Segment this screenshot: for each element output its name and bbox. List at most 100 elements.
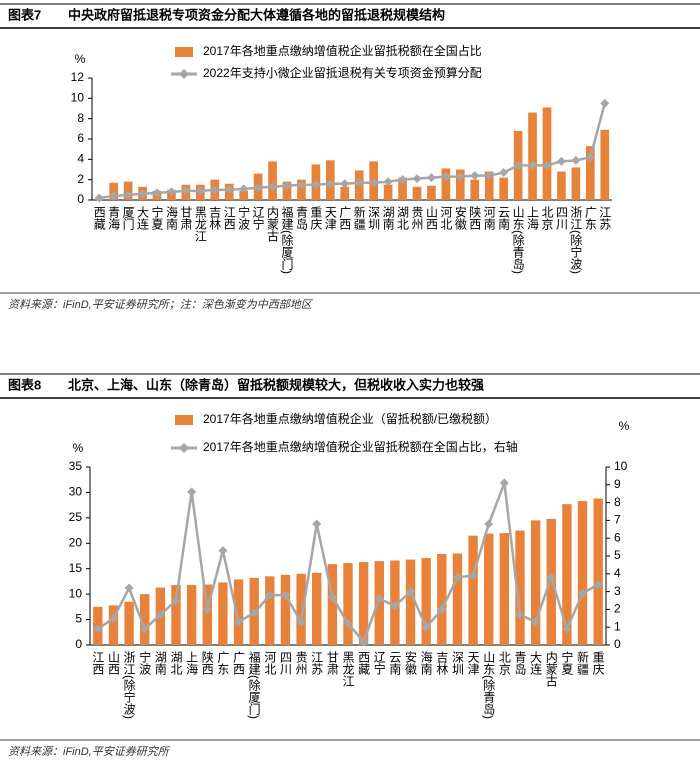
marker xyxy=(578,588,588,598)
x-tick-label: 湖北 xyxy=(169,650,183,676)
bar xyxy=(427,185,436,200)
marker xyxy=(531,617,541,627)
bar xyxy=(542,107,552,200)
x-tick-label: 新疆 xyxy=(352,205,366,230)
x-tick-label: 辽宁 xyxy=(372,651,386,675)
x-tick-label: 上海 xyxy=(185,651,199,675)
bar xyxy=(600,129,610,200)
bar xyxy=(484,171,494,200)
y-tick-label: 2 xyxy=(77,172,84,186)
y-tick-label: 10 xyxy=(71,91,85,105)
marker xyxy=(123,190,133,200)
chart-title: 北京、上海、山东（除青岛）留抵税额规模较大，但税收收入实力也较强 xyxy=(68,377,484,392)
legend-label: 2017年各地重点缴纳增值税企业留抵税额在全国占比 xyxy=(203,43,482,58)
marker xyxy=(239,184,249,194)
x-tick-label: 江西 xyxy=(91,651,105,675)
figure-label: 图表8 xyxy=(8,377,41,392)
marker xyxy=(218,546,228,556)
marker xyxy=(441,172,451,182)
x-tick-label: 北京 xyxy=(540,206,554,231)
y-axis-label: % xyxy=(73,441,84,455)
x-tick-label: 江西 xyxy=(222,206,236,230)
bar xyxy=(233,579,244,645)
bar xyxy=(140,594,150,645)
legend-label: 2017年各地重点缴纳增值税企业（留抵税额/已缴税额） xyxy=(203,411,497,426)
bar xyxy=(546,518,556,645)
bar xyxy=(405,559,416,645)
bar xyxy=(282,181,292,200)
legend-swatch xyxy=(175,415,193,425)
x-tick-label: 山西 xyxy=(424,206,438,230)
bar xyxy=(171,584,181,645)
y2-tick-label: 0 xyxy=(614,637,621,651)
marker xyxy=(93,624,103,634)
bar xyxy=(571,167,581,200)
marker xyxy=(140,624,150,634)
x-tick-label: 宁夏 xyxy=(150,205,164,230)
marker xyxy=(108,613,118,623)
x-tick-label: 大连 xyxy=(136,206,150,231)
marker xyxy=(468,571,478,581)
bar xyxy=(239,190,248,200)
bar xyxy=(186,584,197,645)
bar xyxy=(530,520,541,645)
marker xyxy=(343,619,353,629)
bar xyxy=(280,574,291,645)
marker xyxy=(484,171,494,181)
marker xyxy=(600,98,610,108)
marker xyxy=(171,596,181,605)
figure-label: 图表7 xyxy=(8,7,41,22)
y-tick-label: 5 xyxy=(75,612,82,626)
marker xyxy=(426,173,436,183)
bar xyxy=(562,504,572,645)
x-tick-label: 吉林 xyxy=(435,651,449,675)
x-tick-label: 吉林 xyxy=(208,206,222,230)
bar xyxy=(124,601,134,645)
x-tick-label: 山西 xyxy=(106,651,120,675)
x-tick-label: 厦门 xyxy=(121,206,135,230)
x-tick-label: 海南 xyxy=(164,205,178,230)
x-tick-label: 深圳 xyxy=(367,206,381,230)
y-axis-label: % xyxy=(75,52,86,66)
marker xyxy=(282,181,292,191)
marker xyxy=(109,191,119,201)
bar xyxy=(577,501,588,645)
marker xyxy=(499,168,509,178)
x-tick-label: 湖北 xyxy=(396,205,410,231)
x-tick-label: 河北 xyxy=(263,651,277,676)
x-tick-label: 宁夏 xyxy=(560,650,574,675)
marker xyxy=(280,590,290,600)
bar xyxy=(470,179,480,200)
y2-tick-label: 10 xyxy=(614,459,628,473)
x-tick-label: 四川 xyxy=(554,206,568,230)
x-tick-label: 天津 xyxy=(466,651,480,675)
marker xyxy=(234,617,244,627)
x-tick-label: 内蒙古 xyxy=(544,651,558,687)
marker xyxy=(412,174,422,184)
y2-tick-label: 6 xyxy=(614,530,621,544)
bar xyxy=(218,582,228,645)
bar xyxy=(515,530,525,645)
marker xyxy=(296,617,306,627)
marker xyxy=(571,155,581,165)
x-tick-label: 黑龙江 xyxy=(341,651,355,687)
marker xyxy=(195,186,205,196)
marker xyxy=(354,178,364,188)
x-tick-label: 山东(除青岛) xyxy=(482,651,496,719)
bar xyxy=(412,186,422,200)
marker xyxy=(296,180,306,190)
marker xyxy=(528,160,538,170)
x-tick-label: 江苏 xyxy=(310,651,324,675)
bar xyxy=(268,161,277,200)
y-tick-label: 8 xyxy=(77,111,84,125)
marker xyxy=(181,186,191,196)
x-tick-label: 天津 xyxy=(323,206,337,230)
x-tick-label: 四川 xyxy=(278,651,292,675)
marker xyxy=(437,604,447,614)
x-tick-label: 湖南 xyxy=(381,205,395,230)
bar xyxy=(202,584,212,645)
x-tick-label: 西藏 xyxy=(357,651,371,676)
bar xyxy=(452,553,463,645)
marker xyxy=(253,183,263,193)
